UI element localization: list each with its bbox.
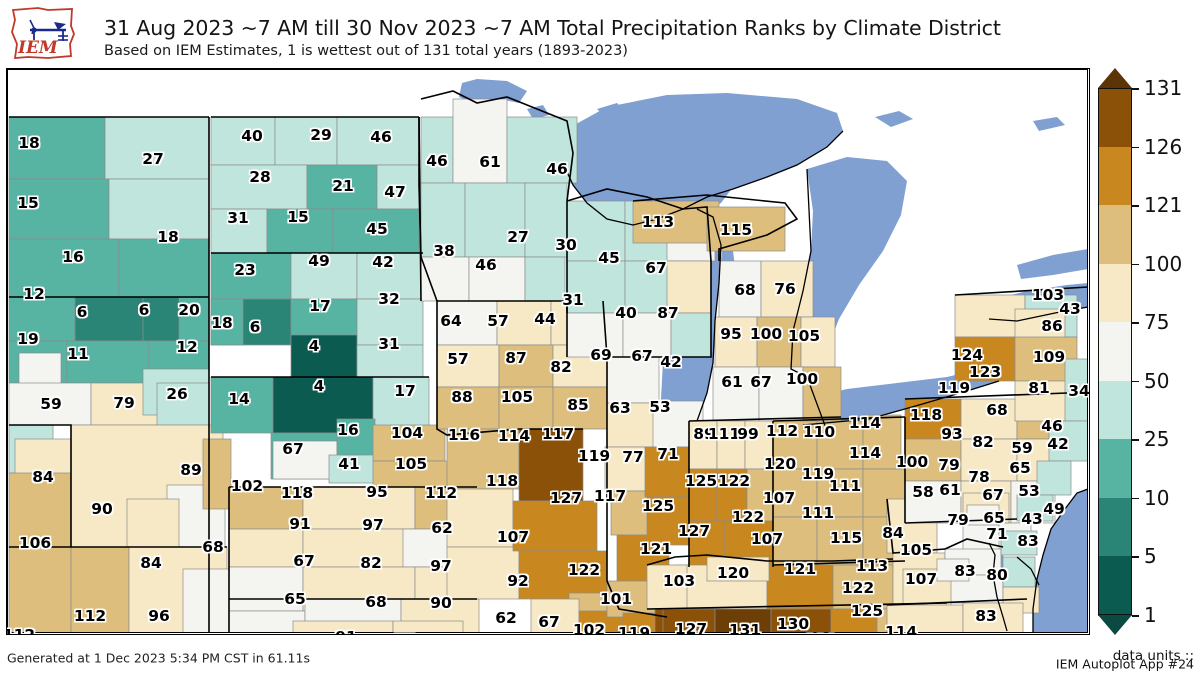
colorbar-tick [1132,615,1139,617]
colorbar-tick-label: 75 [1144,310,1170,335]
colorbar-segment [1098,497,1132,558]
map-canvas[interactable]: 18 27 15 18 16 12 6 6 20 19 11 12 59 79 26 84 90 89 102 68 8… [6,68,1090,635]
colorbar-segment [1098,263,1132,323]
colorbar-tick-label: 10 [1144,485,1170,510]
colorbar[interactable]: 1 5 10 25 50 75 100 121 126 131 [1098,68,1182,635]
colorbar-tick [1132,88,1139,90]
colorbar-tick [1132,322,1139,324]
colorbar-tick-label: 5 [1144,544,1157,569]
state-boundaries [9,90,1088,633]
colorbar-tick [1132,556,1139,558]
colorbar-tick-label: 121 [1144,193,1183,218]
colorbar-tick-label: 100 [1144,251,1183,276]
coastlines [562,130,1088,633]
header: IEM 31 Aug 2023 ~7 AM till 30 Nov 2023 ~… [0,0,1200,66]
colorbar-tick-label: 131 [1144,76,1183,100]
data-units-label: data units :: [1112,648,1194,664]
svg-text:IEM: IEM [17,38,59,58]
autoplot-app-label: IEM Autoplot App #24 [1055,656,1194,672]
colorbar-tick [1132,205,1139,207]
iem-logo: IEM [11,7,75,59]
colorbar-tick [1132,380,1139,383]
colorbar-tick-label: 1 [1144,603,1157,627]
page-title: 31 Aug 2023 ~7 AM till 30 Nov 2023 ~7 AM… [104,16,1001,40]
colorbar-segment [1098,88,1132,148]
colorbar-tick [1132,146,1139,149]
colorbar-tick [1132,263,1139,266]
district-polygons [8,98,1088,633]
colorbar-tick-label: 25 [1144,427,1170,452]
colorbar-tick [1132,439,1139,441]
page-subtitle: Based on IEM Estimates, 1 is wettest out… [104,43,628,59]
colorbar-tick [1132,497,1139,500]
colorbar-segment [1098,380,1132,440]
colorbar-over-cap [1098,68,1132,88]
colorbar-tick-label: 126 [1144,134,1183,159]
colorbar-tick-label: 50 [1144,368,1170,393]
generated-timestamp: Generated at 1 Dec 2023 5:34 PM CST in 6… [7,650,310,666]
colorbar-segment [1098,439,1132,499]
colorbar-segment [1098,205,1132,265]
colorbar-segment [1098,146,1132,206]
colorbar-segment [1098,556,1132,616]
colorbar-segment [1098,322,1132,382]
colorbar-under-cap [1098,615,1132,635]
choropleth-map [7,69,1088,633]
